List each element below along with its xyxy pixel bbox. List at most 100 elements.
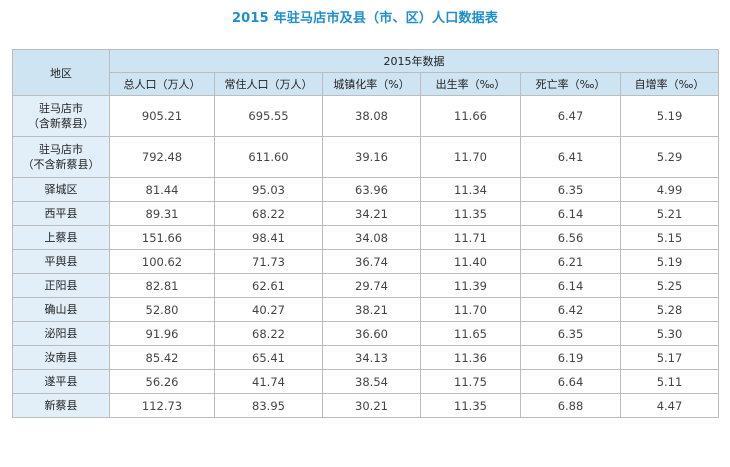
- value-cell: 5.25: [619, 273, 720, 298]
- table-row: 遂平县 56.26 41.74 38.54 11.75 6.64 5.11: [12, 369, 720, 394]
- value-cell: 52.80: [109, 297, 215, 322]
- region-label: 驻马店市: [39, 102, 83, 115]
- value-cell: 6.21: [520, 249, 621, 274]
- value-cell: 5.17: [619, 345, 720, 370]
- value-cell: 38.54: [322, 369, 421, 394]
- value-cell: 89.31: [109, 201, 215, 226]
- value-cell: 5.30: [619, 321, 720, 346]
- value-cell: 11.34: [420, 177, 521, 202]
- value-cell: 34.13: [322, 345, 421, 370]
- value-cell: 63.96: [322, 177, 421, 202]
- value-cell: 36.60: [322, 321, 421, 346]
- value-cell: 5.19: [619, 95, 720, 137]
- region-label: 正阳县: [44, 279, 78, 292]
- value-cell: 5.29: [619, 136, 720, 178]
- value-cell: 6.19: [520, 345, 621, 370]
- value-cell: 5.21: [619, 201, 720, 226]
- table-row: 正阳县 82.81 62.61 29.74 11.39 6.14 5.25: [12, 273, 720, 298]
- value-cell: 4.99: [619, 177, 720, 202]
- value-cell: 11.35: [420, 201, 521, 226]
- column-header-birth-rate: 出生率（‰）: [420, 72, 521, 96]
- region-cell: 确山县: [12, 297, 110, 322]
- region-cell: 驻马店市 （不含新蔡县）: [12, 136, 110, 178]
- region-header: 地区: [12, 49, 110, 96]
- value-cell: 5.11: [619, 369, 720, 394]
- value-cell: 6.64: [520, 369, 621, 394]
- region-cell: 遂平县: [12, 369, 110, 394]
- region-cell: 西平县: [12, 201, 110, 226]
- population-table: 地区 2015年数据 总人口（万人） 常住人口（万人） 城镇化率（%） 出生率（…: [12, 49, 720, 418]
- value-cell: 11.36: [420, 345, 521, 370]
- value-cell: 6.56: [520, 225, 621, 250]
- table-row: 上蔡县 151.66 98.41 34.08 11.71 6.56 5.15: [12, 225, 720, 250]
- region-label: 上蔡县: [44, 231, 78, 244]
- column-header-total-population: 总人口（万人）: [109, 72, 215, 96]
- value-cell: 34.21: [322, 201, 421, 226]
- value-cell: 6.35: [520, 177, 621, 202]
- value-cell: 95.03: [214, 177, 323, 202]
- page-title: 2015 年驻马店市及县（市、区）人口数据表: [231, 11, 499, 26]
- value-cell: 81.44: [109, 177, 215, 202]
- column-header-resident-population: 常住人口（万人）: [214, 72, 323, 96]
- column-header-death-rate: 死亡率（‰）: [520, 72, 621, 96]
- value-cell: 5.28: [619, 297, 720, 322]
- value-cell: 5.15: [619, 225, 720, 250]
- region-cell: 平舆县: [12, 249, 110, 274]
- value-cell: 5.19: [619, 249, 720, 274]
- table-row: 汝南县 85.42 65.41 34.13 11.36 6.19 5.17: [12, 345, 720, 370]
- value-cell: 85.42: [109, 345, 215, 370]
- region-label: （含新蔡县）: [28, 117, 94, 130]
- value-cell: 98.41: [214, 225, 323, 250]
- value-cell: 100.62: [109, 249, 215, 274]
- value-cell: 41.74: [214, 369, 323, 394]
- value-cell: 6.14: [520, 201, 621, 226]
- group-header: 2015年数据: [108, 49, 720, 73]
- value-cell: 11.35: [420, 393, 521, 418]
- table-row: 平舆县 100.62 71.73 36.74 11.40 6.21 5.19: [12, 249, 720, 274]
- value-cell: 40.27: [214, 297, 323, 322]
- value-cell: 6.41: [520, 136, 621, 178]
- value-cell: 6.47: [520, 95, 621, 137]
- region-label: 驻马店市: [39, 143, 83, 156]
- value-cell: 11.65: [420, 321, 521, 346]
- value-cell: 695.55: [214, 95, 323, 137]
- value-cell: 6.14: [520, 273, 621, 298]
- region-label: 汝南县: [44, 351, 78, 364]
- region-cell: 驻马店市 （含新蔡县）: [12, 95, 110, 137]
- value-cell: 11.70: [420, 297, 521, 322]
- table-row: 确山县 52.80 40.27 38.21 11.70 6.42 5.28: [12, 297, 720, 322]
- column-header-urbanization-rate: 城镇化率（%）: [322, 72, 421, 96]
- value-cell: 6.42: [520, 297, 621, 322]
- value-cell: 68.22: [214, 201, 323, 226]
- region-cell: 驿城区: [12, 177, 110, 202]
- table-row: 驻马店市 （不含新蔡县） 792.48 611.60 39.16 11.70 6.41 5.2…: [12, 136, 720, 178]
- value-cell: 11.40: [420, 249, 521, 274]
- value-cell: 68.22: [214, 321, 323, 346]
- value-cell: 65.41: [214, 345, 323, 370]
- table-row: 西平县 89.31 68.22 34.21 11.35 6.14 5.21: [12, 201, 720, 226]
- region-cell: 泌阳县: [12, 321, 110, 346]
- region-cell: 上蔡县: [12, 225, 110, 250]
- value-cell: 905.21: [109, 95, 215, 137]
- table-row: 泌阳县 91.96 68.22 36.60 11.65 6.35 5.30: [12, 321, 720, 346]
- value-cell: 6.35: [520, 321, 621, 346]
- table-row: 新蔡县 112.73 83.95 30.21 11.35 6.88 4.47: [12, 393, 720, 418]
- region-cell: 正阳县: [12, 273, 110, 298]
- region-label: 驿城区: [44, 183, 78, 196]
- table-body: 驻马店市 （含新蔡县） 905.21 695.55 38.08 11.66 6.47 5.19…: [12, 95, 720, 418]
- region-label: 泌阳县: [44, 327, 78, 340]
- value-cell: 11.66: [420, 95, 521, 137]
- value-cell: 38.21: [322, 297, 421, 322]
- value-cell: 4.47: [619, 393, 720, 418]
- value-cell: 36.74: [322, 249, 421, 274]
- region-label: （不含新蔡县）: [22, 158, 100, 171]
- column-header-natural-growth-rate: 自增率（‰）: [619, 72, 720, 96]
- region-label: 遂平县: [44, 375, 78, 388]
- value-cell: 56.26: [109, 369, 215, 394]
- value-cell: 29.74: [322, 273, 421, 298]
- value-cell: 91.96: [109, 321, 215, 346]
- value-cell: 112.73: [109, 393, 215, 418]
- value-cell: 71.73: [214, 249, 323, 274]
- value-cell: 83.95: [214, 393, 323, 418]
- region-label: 确山县: [44, 303, 78, 316]
